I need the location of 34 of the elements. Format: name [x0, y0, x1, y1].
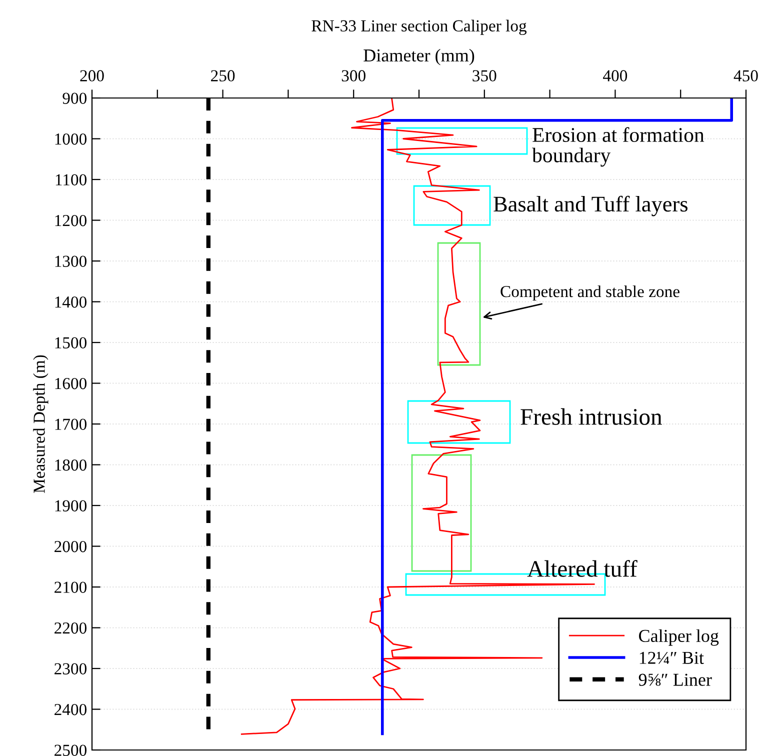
y-axis-title: Measured Depth (m) [33, 355, 48, 493]
chart-title: RN-33 Liner section Caliper log [312, 20, 527, 35]
x-tick-label: 450 [734, 70, 758, 82]
x-tick-label: 350 [472, 70, 496, 82]
y-tick-label: 1300 [55, 256, 87, 267]
legend-label: 12¼″ Bit [640, 652, 704, 664]
y-tick-label: 1800 [55, 459, 87, 471]
y-tick-label: 2300 [54, 663, 87, 674]
x-tick-label: 300 [342, 70, 366, 82]
y-tick-label: 2200 [54, 622, 87, 634]
x-axis-title: Diameter (mm) [364, 48, 474, 66]
y-tick-label: 1700 [55, 418, 87, 430]
annotation: Erosion at formation boundary [532, 127, 704, 167]
y-tick-label: 1000 [55, 133, 87, 145]
y-tick-label: 1900 [55, 500, 87, 512]
y-tick-label: 1100 [56, 174, 87, 186]
y-tick-label: 900 [62, 92, 87, 104]
x-tick-label: 250 [211, 70, 235, 82]
y-tick-label: 2000 [54, 540, 87, 552]
annotation: Competent and stable zone [500, 285, 680, 301]
x-tick-label: 400 [603, 70, 628, 82]
annotation: Altered tuff [527, 560, 638, 577]
y-tick-label: 1500 [55, 337, 87, 348]
annotation: Basalt and Tuff layers [494, 196, 688, 216]
y-tick-label: 1600 [55, 378, 87, 390]
legend-label: Caliper log [639, 629, 719, 646]
y-tick-label: 2400 [54, 704, 87, 716]
x-tick-label: 200 [80, 70, 104, 82]
y-tick-label: 1400 [55, 296, 87, 308]
legend-label: 9⅝″ Liner [638, 674, 712, 686]
y-tick-label: 2500 [54, 744, 87, 756]
y-tick-label: 2100 [54, 582, 87, 593]
annotation: Fresh intrusion [520, 408, 662, 425]
y-tick-label: 1200 [55, 214, 87, 226]
